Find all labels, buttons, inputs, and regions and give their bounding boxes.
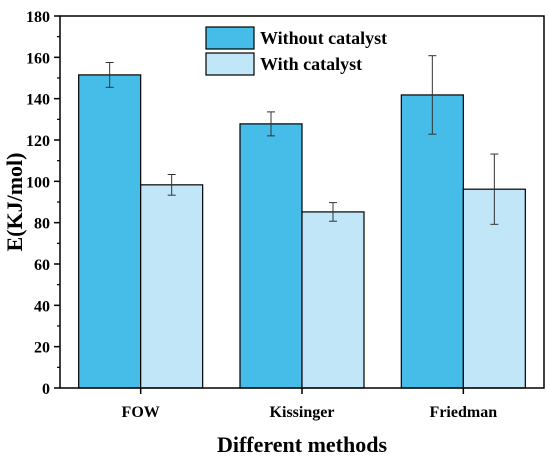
y-tick-label-0: 0: [42, 381, 50, 398]
bar-with-catalyst-fow: [140, 184, 204, 389]
y-tick-label-120: 120: [26, 133, 50, 150]
legend-swatch-without-catalyst: [205, 26, 255, 50]
legend-swatch-with-catalyst: [205, 52, 255, 76]
error-bar-with-catalyst-friedman: [490, 153, 499, 225]
y-axis-title: E(KJ/mol): [2, 153, 27, 252]
bar-without-catalyst-friedman: [400, 94, 464, 389]
bar-without-catalyst-kissinger: [239, 123, 303, 389]
error-bar-with-catalyst-kissinger: [329, 202, 337, 222]
error-bar-without-catalyst-friedman: [428, 55, 437, 135]
legend-label-without-catalyst: Without catalyst: [260, 28, 387, 48]
bars-layer: [78, 74, 526, 389]
y-tick-label-80: 80: [34, 216, 50, 233]
y-tick-label-140: 140: [26, 92, 50, 109]
y-axis: 0 20 40 60 80 100 120 140 160 180: [26, 9, 60, 398]
x-tick-label-friedman: Friedman: [430, 404, 498, 421]
legend-label-with-catalyst: With catalyst: [260, 54, 362, 74]
bar-with-catalyst-kissinger: [301, 211, 365, 389]
y-tick-label-100: 100: [26, 174, 50, 191]
error-bar-with-catalyst-fow: [167, 174, 176, 196]
error-bar-without-catalyst-fow: [105, 62, 114, 88]
y-tick-label-60: 60: [34, 257, 50, 274]
error-bars-layer: [105, 55, 499, 225]
x-axis: FOW Kissinger Friedman: [122, 388, 498, 421]
bar-without-catalyst-fow: [78, 74, 142, 389]
x-tick-label-kissinger: Kissinger: [270, 404, 335, 421]
y-tick-label-40: 40: [34, 298, 50, 315]
y-tick-label-20: 20: [34, 340, 50, 357]
x-axis-title: Different methods: [217, 432, 387, 457]
legend: Without catalyst With catalyst: [205, 26, 387, 76]
y-tick-label-180: 180: [26, 9, 50, 26]
error-bar-without-catalyst-kissinger: [267, 111, 275, 137]
y-tick-label-160: 160: [26, 50, 50, 67]
legend-item-without-catalyst: Without catalyst: [205, 26, 387, 50]
legend-item-with-catalyst: With catalyst: [205, 52, 362, 76]
x-tick-label-fow: FOW: [122, 404, 160, 421]
